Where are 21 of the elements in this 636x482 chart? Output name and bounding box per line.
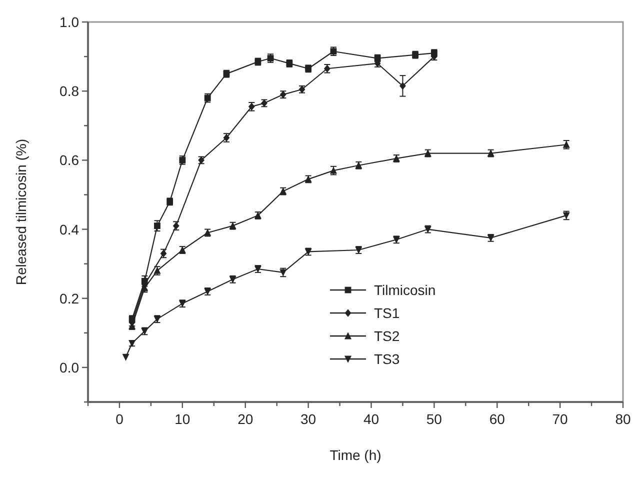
x-tick-label: 20 xyxy=(238,411,254,427)
x-axis-title: Time (h) xyxy=(330,447,382,463)
y-tick-label: 0.2 xyxy=(60,290,80,306)
x-tick-label: 50 xyxy=(426,411,442,427)
y-tick-label: 0.0 xyxy=(60,359,80,376)
x-tick-label: 80 xyxy=(615,411,631,427)
legend-label: TS2 xyxy=(374,328,400,344)
legend-label: Tilmicosin xyxy=(374,282,436,298)
x-tick-label: 30 xyxy=(300,411,316,427)
y-tick-label: 1.0 xyxy=(60,14,80,30)
legend-label: TS1 xyxy=(374,305,400,321)
y-tick-label: 0.6 xyxy=(60,152,80,168)
x-tick-label: 70 xyxy=(552,411,568,427)
x-tick-label: 10 xyxy=(174,411,190,427)
y-tick-label: 0.4 xyxy=(60,221,80,238)
y-axis-title: Released tilmicosin (%) xyxy=(13,138,29,286)
x-tick-label: 40 xyxy=(363,411,380,427)
legend-label: TS3 xyxy=(374,351,400,367)
y-tick-label: 0.8 xyxy=(60,83,80,100)
x-tick-label: 0 xyxy=(116,411,124,427)
x-tick-label: 60 xyxy=(489,411,506,427)
